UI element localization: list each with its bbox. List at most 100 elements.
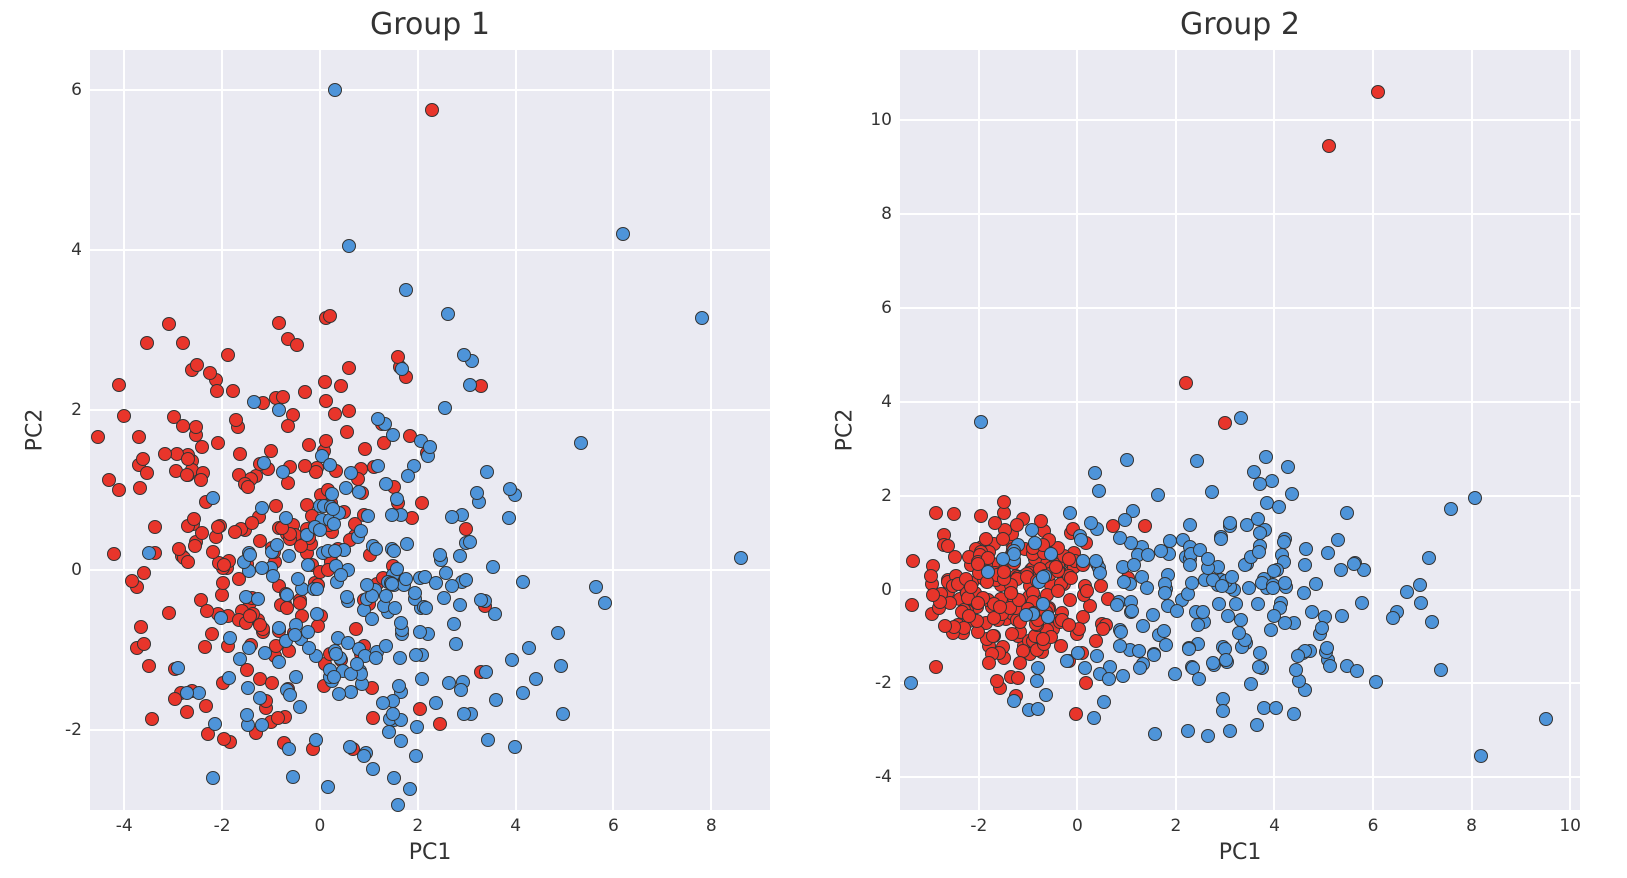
- scatter-point-blue: [1118, 513, 1132, 527]
- scatter-point-blue: [341, 636, 355, 650]
- gridline-h: [90, 409, 770, 411]
- scatter-point-blue: [1264, 623, 1278, 637]
- scatter-point-blue: [1030, 674, 1044, 688]
- scatter-point-blue: [394, 616, 408, 630]
- scatter-point-blue: [1219, 653, 1233, 667]
- scatter-point-blue: [371, 412, 385, 426]
- scatter-point-blue: [449, 637, 463, 651]
- scatter-point-red: [265, 676, 279, 690]
- scatter-point-blue: [529, 672, 543, 686]
- scatter-point-blue: [453, 598, 467, 612]
- scatter-point-blue: [385, 508, 399, 522]
- scatter-point-blue: [463, 535, 477, 549]
- scatter-point-blue: [508, 740, 522, 754]
- scatter-point-blue: [439, 566, 453, 580]
- gridline-h: [900, 401, 1580, 403]
- scatter-point-red: [107, 547, 121, 561]
- scatter-point-blue: [282, 549, 296, 563]
- gridline-v: [978, 50, 980, 810]
- scatter-point-blue: [327, 670, 341, 684]
- scatter-point-blue: [453, 549, 467, 563]
- gridline-v: [1273, 50, 1275, 810]
- scatter-point-red: [172, 542, 186, 556]
- ytick-label: 6: [881, 298, 892, 318]
- scatter-point-blue: [981, 565, 995, 579]
- scatter-point-red: [181, 452, 195, 466]
- scatter-point-blue: [1277, 535, 1291, 549]
- gridline-h: [90, 249, 770, 251]
- scatter-point-blue: [386, 707, 400, 721]
- scatter-point-blue: [480, 465, 494, 479]
- scatter-point-blue: [1323, 659, 1337, 673]
- scatter-point-red: [102, 473, 116, 487]
- scatter-point-red: [189, 420, 203, 434]
- scatter-point-blue: [445, 510, 459, 524]
- xtick-label: 2: [1171, 816, 1182, 836]
- scatter-point-red: [993, 600, 1007, 614]
- scatter-point-blue: [258, 646, 272, 660]
- scatter-point-blue: [279, 511, 293, 525]
- scatter-point-blue: [516, 575, 530, 589]
- scatter-point-blue: [1369, 675, 1383, 689]
- scatter-point-blue: [1076, 554, 1090, 568]
- ytick-label: -2: [65, 720, 82, 740]
- scatter-point-red: [221, 348, 235, 362]
- scatter-point-red: [415, 496, 429, 510]
- scatter-point-blue: [1092, 484, 1106, 498]
- scatter-point-red: [117, 409, 131, 423]
- scatter-point-blue: [376, 696, 390, 710]
- scatter-point-red: [962, 609, 976, 623]
- scatter-point-red: [132, 430, 146, 444]
- scatter-point-red: [200, 604, 214, 618]
- gridline-v: [123, 50, 125, 810]
- scatter-point-blue: [522, 641, 536, 655]
- scatter-point-blue: [1140, 581, 1154, 595]
- scatter-point-red: [996, 532, 1010, 546]
- scatter-point-red: [964, 580, 978, 594]
- scatter-point-blue: [734, 551, 748, 565]
- scatter-point-blue: [974, 415, 988, 429]
- scatter-point-blue: [1315, 621, 1329, 635]
- scatter-point-red: [148, 520, 162, 534]
- scatter-point-blue: [598, 596, 612, 610]
- scatter-point-blue: [1031, 661, 1045, 675]
- ytick-label: 0: [71, 560, 82, 580]
- scatter-point-blue: [339, 481, 353, 495]
- scatter-point-blue: [413, 625, 427, 639]
- scatter-point-blue: [1028, 536, 1042, 550]
- scatter-point-blue: [438, 401, 452, 415]
- scatter-point-blue: [276, 465, 290, 479]
- scatter-point-blue: [302, 641, 316, 655]
- scatter-point-blue: [410, 720, 424, 734]
- scatter-point-blue: [1297, 586, 1311, 600]
- scatter-point-blue: [1141, 548, 1155, 562]
- scatter-point-blue: [1267, 609, 1281, 623]
- scatter-point-blue: [1232, 626, 1246, 640]
- scatter-point-blue: [334, 568, 348, 582]
- scatter-point-red: [988, 516, 1002, 530]
- scatter-point-blue: [1223, 724, 1237, 738]
- scatter-point-red: [1138, 519, 1152, 533]
- scatter-point-red: [425, 103, 439, 117]
- scatter-point-red: [1096, 622, 1110, 636]
- scatter-point-red: [280, 601, 294, 615]
- scatter-point-blue: [1148, 727, 1162, 741]
- scatter-point-blue: [328, 83, 342, 97]
- scatter-point-blue: [1159, 638, 1173, 652]
- scatter-point-blue: [409, 749, 423, 763]
- scatter-point-red: [1011, 671, 1025, 685]
- scatter-point-red: [145, 712, 159, 726]
- scatter-point-red: [158, 447, 172, 461]
- scatter-point-blue: [301, 625, 315, 639]
- scatter-point-blue: [488, 607, 502, 621]
- scatter-point-red: [216, 576, 230, 590]
- scatter-point-blue: [365, 612, 379, 626]
- scatter-point-red: [974, 509, 988, 523]
- scatter-point-red: [929, 660, 943, 674]
- ytick-label: -2: [875, 673, 892, 693]
- scatter-point-blue: [695, 311, 709, 325]
- scatter-point-blue: [1074, 533, 1088, 547]
- scatter-point-red: [1371, 85, 1385, 99]
- scatter-point-red: [342, 361, 356, 375]
- scatter-point-blue: [1244, 677, 1258, 691]
